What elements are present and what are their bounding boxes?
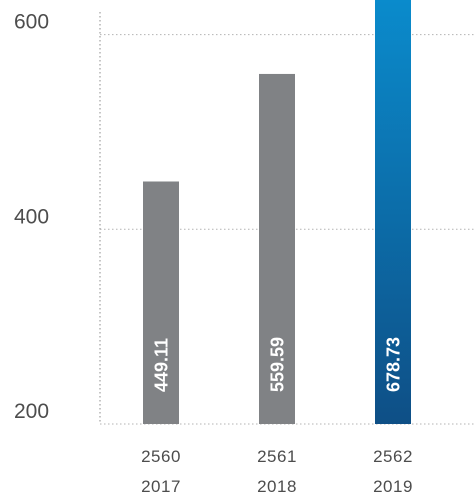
bar-value-label: 559.59 (268, 337, 288, 392)
x-tick-label-year: 2018 (257, 477, 297, 496)
y-tick-label: 400 (14, 205, 49, 228)
x-tick-label-year: 2019 (373, 477, 413, 496)
y-tick-label: 600 (14, 11, 49, 34)
x-tick-label-thai-year: 2562 (373, 447, 413, 466)
bar-value-label: 678.73 (384, 337, 404, 392)
x-tick-label-year: 2017 (141, 477, 181, 496)
x-tick-label-thai-year: 2560 (141, 447, 181, 466)
y-tick-label: 200 (14, 400, 49, 423)
bar-value-label: 449.11 (152, 338, 172, 392)
x-tick-label-thai-year: 2561 (257, 447, 297, 466)
